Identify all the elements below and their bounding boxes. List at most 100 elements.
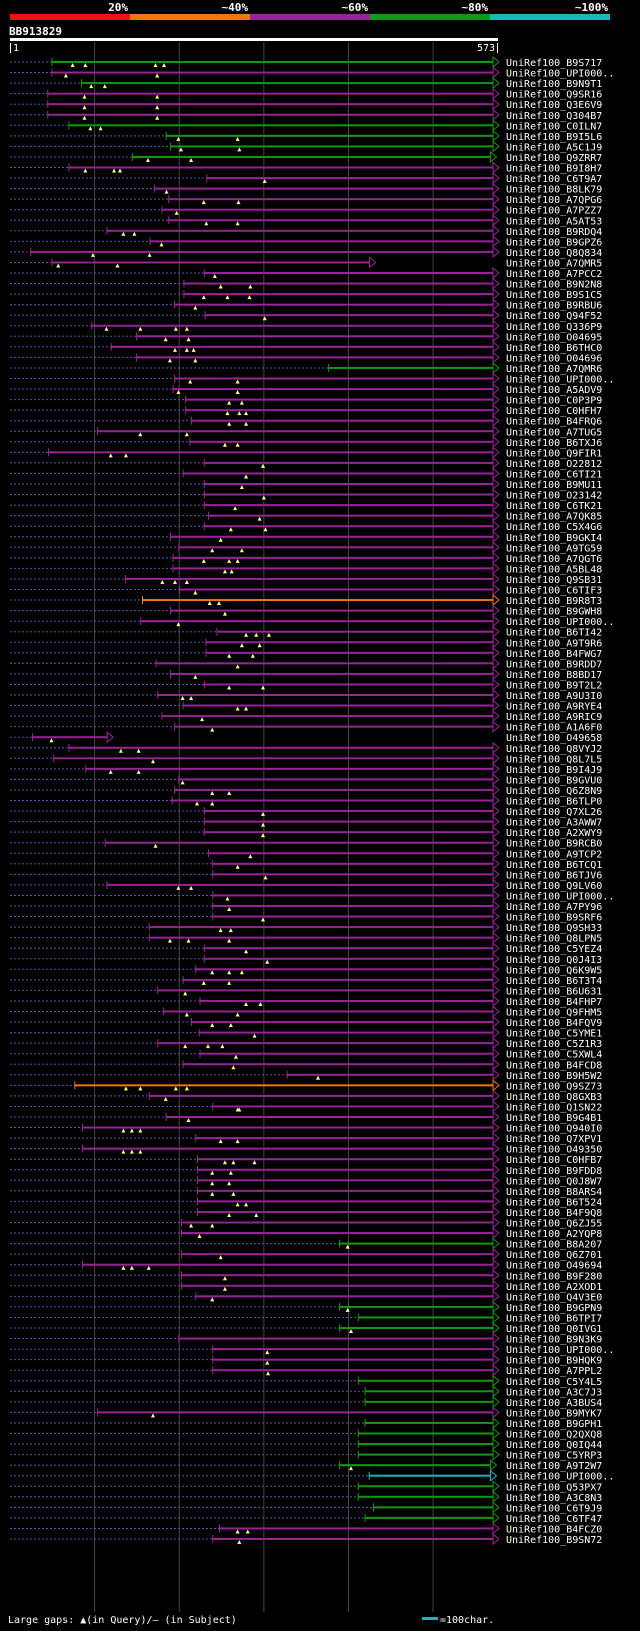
- hit-label[interactable]: UniRef100_B8A207: [506, 1240, 602, 1251]
- hit-label[interactable]: UniRef100_O04696: [506, 353, 602, 364]
- hit-label[interactable]: UniRef100_B8BD17: [506, 670, 602, 681]
- hit-label[interactable]: UniRef100_Q7XL26: [506, 807, 602, 818]
- hit-label[interactable]: UniRef100_B6TI42: [506, 628, 602, 639]
- hit-label[interactable]: UniRef100_B9N9T1: [506, 79, 602, 90]
- hit-label[interactable]: UniRef100_B9RDD7: [506, 659, 602, 670]
- hit-label[interactable]: UniRef100_Q6Z701: [506, 1250, 602, 1261]
- hit-label[interactable]: UniRef100_B9G4B1: [506, 1113, 602, 1124]
- hit-label[interactable]: UniRef100_A5ADV9: [506, 385, 602, 396]
- hit-label[interactable]: UniRef100_Q336P9: [506, 322, 602, 333]
- hit-label[interactable]: UniRef100_C5YEZ4: [506, 944, 602, 955]
- hit-label[interactable]: UniRef100_B4FHP7: [506, 997, 602, 1008]
- hit-label[interactable]: UniRef100_B9GPN9: [506, 1303, 602, 1314]
- hit-label[interactable]: UniRef100_Q9FHM5: [506, 1008, 602, 1019]
- hit-label[interactable]: UniRef100_C0P3P9: [506, 396, 602, 407]
- hit-label[interactable]: UniRef100_UPI000..: [506, 69, 614, 80]
- hit-label[interactable]: UniRef100_B9I8H7: [506, 164, 602, 175]
- hit-label[interactable]: UniRef100_A7PCC2: [506, 269, 602, 280]
- hit-label[interactable]: UniRef100_B9SRF6: [506, 913, 602, 924]
- hit-label[interactable]: UniRef100_C5X4G6: [506, 522, 602, 533]
- hit-label[interactable]: UniRef100_B6T524: [506, 1197, 602, 1208]
- hit-label[interactable]: UniRef100_B9GWH8: [506, 607, 602, 618]
- hit-label[interactable]: UniRef100_Q9FIR1: [506, 448, 602, 459]
- hit-label[interactable]: UniRef100_B6THC0: [506, 343, 602, 354]
- hit-label[interactable]: UniRef100_A7PPL2: [506, 1366, 602, 1377]
- hit-label[interactable]: UniRef100_C5YRP3: [506, 1451, 602, 1462]
- hit-label[interactable]: UniRef100_B6U631: [506, 986, 602, 997]
- hit-label[interactable]: UniRef100_C6T9A7: [506, 174, 602, 185]
- hit-label[interactable]: UniRef100_A5C1J9: [506, 142, 602, 153]
- hit-label[interactable]: UniRef100_Q8Q834: [506, 248, 602, 259]
- hit-label[interactable]: UniRef100_Q8L7L5: [506, 754, 602, 765]
- hit-label[interactable]: UniRef100_O23142: [506, 491, 602, 502]
- hit-label[interactable]: UniRef100_Q0IQ44: [506, 1440, 602, 1451]
- hit-label[interactable]: UniRef100_C5XWL4: [506, 1050, 602, 1061]
- hit-label[interactable]: UniRef100_O49658: [506, 733, 602, 744]
- hit-label[interactable]: UniRef100_Q0J8W7: [506, 1176, 602, 1187]
- hit-label[interactable]: UniRef100_C5Z1R3: [506, 1039, 602, 1050]
- hit-label[interactable]: UniRef100_Q0IVG1: [506, 1324, 602, 1335]
- hit-label[interactable]: UniRef100_A7PY96: [506, 902, 602, 913]
- hit-label[interactable]: UniRef100_A7QK85: [506, 512, 602, 523]
- hit-label[interactable]: UniRef100_Q940I0: [506, 1124, 602, 1135]
- hit-label[interactable]: UniRef100_A9U3I0: [506, 691, 602, 702]
- hit-label[interactable]: UniRef100_Q1SN22: [506, 1102, 602, 1113]
- hit-label[interactable]: UniRef100_B8LK79: [506, 185, 602, 196]
- hit-label[interactable]: UniRef100_Q7XPV1: [506, 1134, 602, 1145]
- hit-label[interactable]: UniRef100_Q4V3E0: [506, 1292, 602, 1303]
- hit-label[interactable]: UniRef100_A9TCP2: [506, 849, 602, 860]
- hit-label[interactable]: UniRef100_B9SN72: [506, 1535, 602, 1546]
- hit-label[interactable]: UniRef100_A9RIC9: [506, 712, 602, 723]
- hit-label[interactable]: UniRef100_O22812: [506, 459, 602, 470]
- hit-label[interactable]: UniRef100_B9RBU6: [506, 301, 602, 312]
- hit-label[interactable]: UniRef100_B6TCQ1: [506, 860, 602, 871]
- hit-label[interactable]: UniRef100_Q304B7: [506, 111, 602, 122]
- hit-label[interactable]: UniRef100_C0ILN7: [506, 121, 602, 132]
- hit-label[interactable]: UniRef100_UPI000..: [506, 1472, 614, 1483]
- hit-label[interactable]: UniRef100_A9RYE4: [506, 702, 602, 713]
- hit-label[interactable]: UniRef100_Q6Z8N9: [506, 786, 602, 797]
- hit-label[interactable]: UniRef100_Q9LV60: [506, 881, 602, 892]
- hit-label[interactable]: UniRef100_Q9SR16: [506, 90, 602, 101]
- hit-label[interactable]: UniRef100_B9RCB0: [506, 839, 602, 850]
- hit-label[interactable]: UniRef100_Q6K9W5: [506, 965, 602, 976]
- hit-label[interactable]: UniRef100_Q9ZRR7: [506, 153, 602, 164]
- hit-label[interactable]: UniRef100_Q8VYJ2: [506, 744, 602, 755]
- hit-label[interactable]: UniRef100_B4F9Q8: [506, 1208, 602, 1219]
- hit-label[interactable]: UniRef100_B4FCD8: [506, 1060, 602, 1071]
- hit-label[interactable]: UniRef100_Q2QXQ8: [506, 1430, 602, 1441]
- hit-label[interactable]: UniRef100_A7TUG5: [506, 427, 602, 438]
- hit-label[interactable]: UniRef100_A7PZZ7: [506, 206, 602, 217]
- hit-label[interactable]: UniRef100_B9MYK7: [506, 1408, 602, 1419]
- hit-label[interactable]: UniRef100_Q53PX7: [506, 1482, 602, 1493]
- hit-label[interactable]: UniRef100_B4FQV9: [506, 1018, 602, 1029]
- hit-label[interactable]: UniRef100_B9GVU0: [506, 775, 602, 786]
- hit-label[interactable]: UniRef100_Q8GXB3: [506, 1092, 602, 1103]
- hit-label[interactable]: UniRef100_C0HFH7: [506, 406, 602, 417]
- hit-label[interactable]: UniRef100_B9FDD8: [506, 1166, 602, 1177]
- hit-label[interactable]: UniRef100_C0HFB7: [506, 1155, 602, 1166]
- hit-label[interactable]: UniRef100_C5Y4L5: [506, 1377, 602, 1388]
- hit-label[interactable]: UniRef100_B9I4J9: [506, 765, 602, 776]
- hit-label[interactable]: UniRef100_B9GKI4: [506, 533, 602, 544]
- hit-label[interactable]: UniRef100_Q0J4I3: [506, 955, 602, 966]
- hit-label[interactable]: UniRef100_B8ARS4: [506, 1187, 602, 1198]
- hit-label[interactable]: UniRef100_C6TIF3: [506, 586, 602, 597]
- hit-label[interactable]: UniRef100_A7QGT6: [506, 554, 602, 565]
- hit-label[interactable]: UniRef100_UPI000..: [506, 617, 614, 628]
- hit-label[interactable]: UniRef100_B9RDQ4: [506, 227, 602, 238]
- hit-label[interactable]: UniRef100_C6T9J9: [506, 1503, 602, 1514]
- hit-label[interactable]: UniRef100_A9T9R6: [506, 638, 602, 649]
- hit-label[interactable]: UniRef100_A2YQP8: [506, 1229, 602, 1240]
- hit-label[interactable]: UniRef100_B9H5W2: [506, 1071, 602, 1082]
- hit-label[interactable]: UniRef100_B4FRQ6: [506, 417, 602, 428]
- hit-label[interactable]: UniRef100_A9TG59: [506, 543, 602, 554]
- hit-label[interactable]: UniRef100_A3AWW7: [506, 818, 602, 829]
- hit-label[interactable]: UniRef100_B9GPH1: [506, 1419, 602, 1430]
- hit-label[interactable]: UniRef100_B9T2L2: [506, 680, 602, 691]
- hit-label[interactable]: UniRef100_B6TXJ6: [506, 438, 602, 449]
- hit-label[interactable]: UniRef100_Q8LPN5: [506, 934, 602, 945]
- hit-label[interactable]: UniRef100_B4FWG7: [506, 649, 602, 660]
- hit-label[interactable]: UniRef100_C6TI21: [506, 469, 602, 480]
- hit-label[interactable]: UniRef100_B4FCZ0: [506, 1524, 602, 1535]
